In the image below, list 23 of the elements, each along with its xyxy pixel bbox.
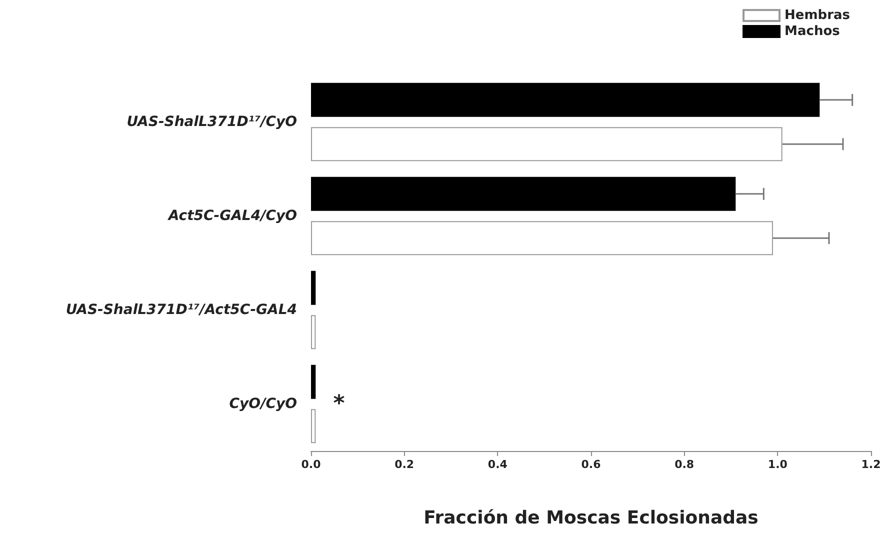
x-tick-label: 1.0 (768, 458, 788, 471)
y-tick-label: CyO/CyO (229, 396, 298, 412)
bar (311, 221, 773, 256)
x-tick-label: 1.2 (861, 458, 881, 471)
legend-label: Hembras (784, 8, 850, 23)
y-tick-label: UAS-ShalL371D¹⁷/Act5C-GAL4 (66, 302, 297, 318)
y-tick-label: Act5C-GAL4/CyO (167, 208, 298, 224)
x-tick-label: 0.6 (581, 458, 602, 471)
bar (311, 127, 782, 162)
bar (311, 270, 316, 305)
y-tick-label: UAS-ShalL371D¹⁷/CyO (126, 114, 298, 130)
legend-label: Machos (784, 24, 840, 39)
x-tick-label: 0.0 (301, 458, 322, 471)
bar (311, 364, 316, 399)
annotation: * (333, 392, 346, 416)
x-tick-label: 0.8 (674, 458, 694, 471)
bar (311, 176, 736, 211)
x-axis-title: Fracción de Moscas Eclosionadas (424, 508, 758, 528)
x-tick-label: 0.4 (488, 458, 508, 471)
bar (311, 409, 316, 444)
bar (311, 82, 820, 117)
bar (311, 315, 316, 350)
x-tick-label: 0.2 (394, 458, 414, 471)
